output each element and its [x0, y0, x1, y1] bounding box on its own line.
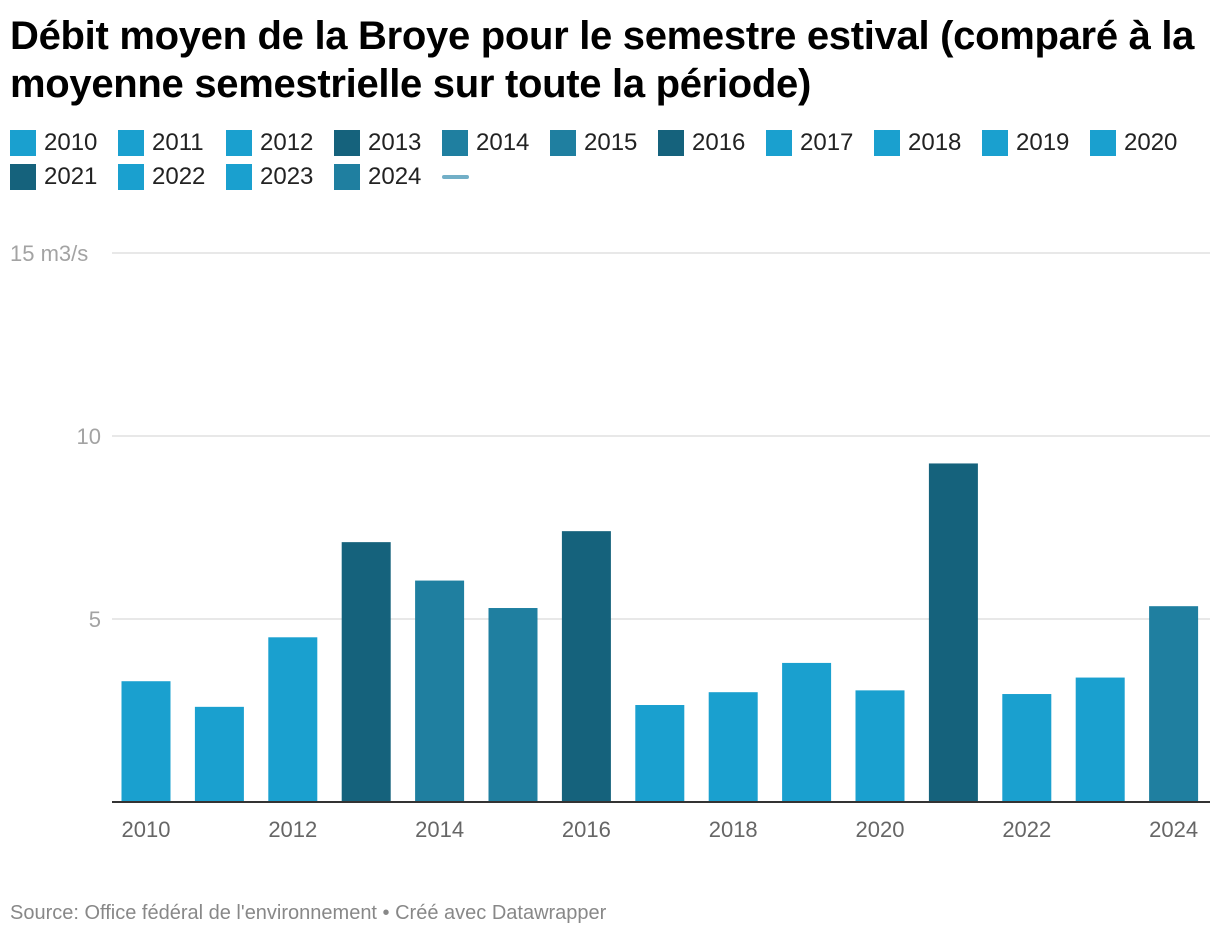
bar-2011 — [194, 706, 244, 802]
bar-2016 — [561, 531, 611, 802]
legend-label: 2023 — [260, 163, 314, 190]
legend-swatch — [442, 130, 468, 156]
legend-item-2016: 2016 — [658, 130, 745, 156]
legend-item-2014: 2014 — [442, 130, 529, 156]
x-tick-label: 2014 — [415, 817, 464, 842]
legend-swatch — [334, 130, 360, 156]
bar-2022 — [1002, 694, 1052, 802]
legend-item-2015: 2015 — [550, 130, 637, 156]
bar-2012 — [268, 637, 318, 802]
x-tick-label: 2012 — [268, 817, 317, 842]
bar-2010 — [121, 681, 171, 802]
legend-label: 2013 — [368, 129, 422, 156]
legend-item-2020: 2020 — [1090, 130, 1177, 156]
bar-2019 — [782, 662, 832, 802]
x-tick-label: 2020 — [856, 817, 905, 842]
legend-swatch — [766, 130, 792, 156]
legend-swatch — [982, 130, 1008, 156]
legend-item-2024: 2024 — [334, 164, 421, 190]
legend-label: 2021 — [44, 163, 98, 190]
legend-swatch — [226, 164, 252, 190]
legend-swatch — [118, 130, 144, 156]
legend-swatch — [10, 164, 36, 190]
legend-label: 2010 — [44, 129, 98, 156]
chart-title: Débit moyen de la Broye pour le semestre… — [10, 14, 1195, 106]
legend-mean-line — [442, 175, 469, 179]
x-tick-label: 2022 — [1002, 817, 1051, 842]
bar-2014 — [415, 580, 465, 802]
legend-swatch — [118, 164, 144, 190]
y-tick-label: 10 — [77, 424, 101, 449]
legend-swatch — [658, 130, 684, 156]
legend-label: 2020 — [1124, 129, 1178, 156]
bar-2020 — [855, 690, 905, 802]
legend-item-2021: 2021 — [10, 164, 97, 190]
legend-label: 2024 — [368, 163, 422, 190]
legend-item-2022: 2022 — [118, 164, 205, 190]
legend-swatch — [334, 164, 360, 190]
legend-item-2011: 2011 — [118, 130, 204, 156]
legend-label: 2011 — [152, 129, 204, 156]
x-tick-label: 2010 — [122, 817, 171, 842]
legend-item-2017: 2017 — [766, 130, 853, 156]
legend-item-2012: 2012 — [226, 130, 313, 156]
legend-swatch — [550, 130, 576, 156]
source-note: Source: Office fédéral de l'environnemen… — [10, 902, 607, 924]
y-tick-label: 5 — [89, 607, 101, 632]
bar-chart: 15 m3/s 10 5 2010 2012 2014 2016 2018 2020 2022 20… — [10, 241, 1210, 842]
legend-item-2019: 2019 — [982, 130, 1069, 156]
legend-label: 2015 — [584, 129, 638, 156]
legend-label: 2016 — [692, 129, 746, 156]
legend-label: 2018 — [908, 129, 962, 156]
x-tick-label: 2016 — [562, 817, 611, 842]
legend-item-2013: 2013 — [334, 130, 421, 156]
x-tick-label: 2024 — [1149, 817, 1198, 842]
legend-label: 2019 — [1016, 129, 1070, 156]
legend-swatch — [1090, 130, 1116, 156]
bar-2018 — [708, 692, 758, 802]
legend-item-2018: 2018 — [874, 130, 961, 156]
legend-label: 2022 — [152, 163, 206, 190]
y-tick-label: 15 m3/s — [10, 241, 88, 266]
legend-swatch — [874, 130, 900, 156]
legend-label: 2014 — [476, 129, 530, 156]
legend-label: 2012 — [260, 129, 314, 156]
legend-label: 2017 — [800, 129, 854, 156]
bar-2024 — [1149, 606, 1199, 802]
legend-item-2023: 2023 — [226, 164, 313, 190]
bar-2021 — [928, 463, 978, 802]
bar-2013 — [341, 542, 391, 802]
bar-2015 — [488, 608, 538, 802]
bar-2023 — [1075, 677, 1125, 802]
bar-2017 — [635, 705, 685, 802]
legend-swatch — [10, 130, 36, 156]
legend-item-2010: 2010 — [10, 130, 97, 156]
x-tick-label: 2018 — [709, 817, 758, 842]
legend-swatch — [226, 130, 252, 156]
